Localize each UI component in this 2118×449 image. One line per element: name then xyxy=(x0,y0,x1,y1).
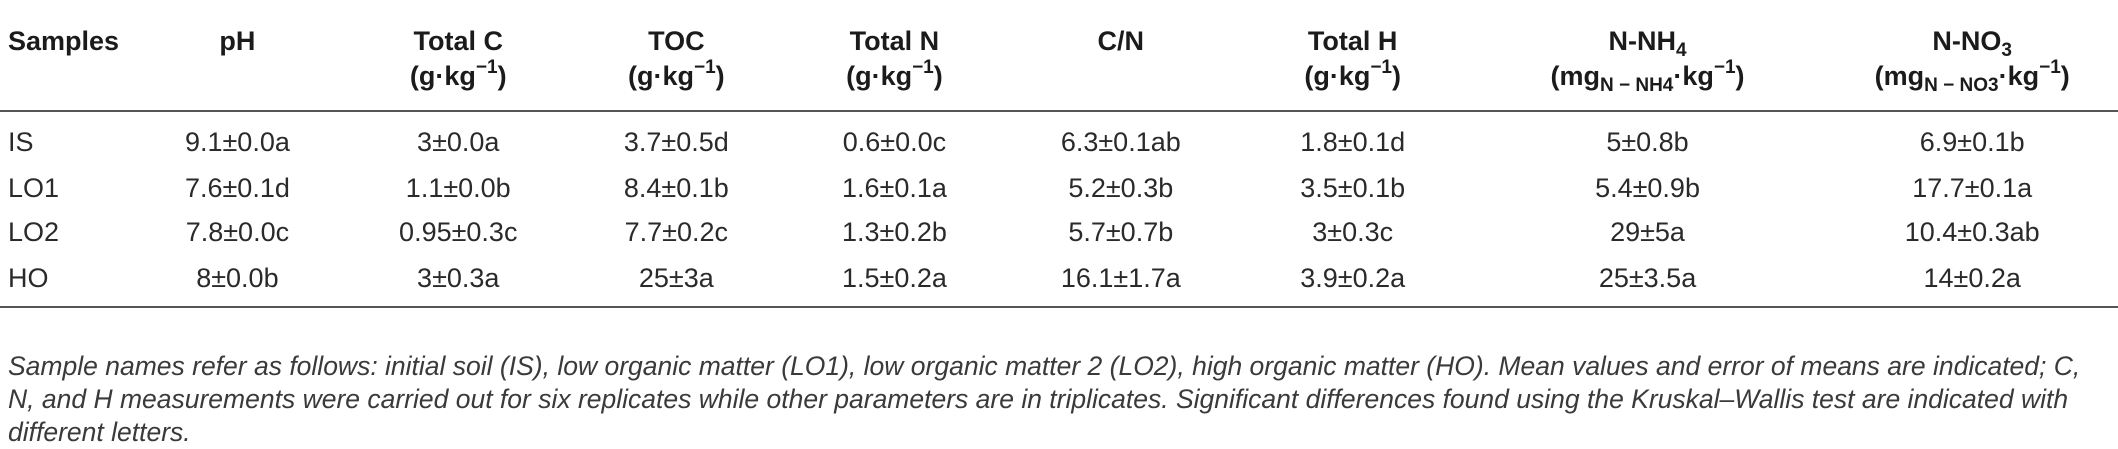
cell-n-no3: 6.9±0.1b xyxy=(1919,126,2025,157)
cell-total-c: 3±0.0a xyxy=(417,126,500,157)
cell-sample: LO2 xyxy=(8,216,60,247)
table-row: HO 8±0.0b 3±0.3a 25±3a 1.5±0.2a 16.1±1.7… xyxy=(0,254,2118,308)
cell-total-n: 0.6±0.0c xyxy=(842,126,947,157)
cell-toc: 25±3a xyxy=(568,254,784,308)
cell-sample: LO1 xyxy=(8,172,60,203)
header-total-n: Total N (g·kg−1) xyxy=(784,3,1005,112)
table-row: LO2 7.8±0.0c 0.95±0.3c 7.7±0.2c 1.3±0.2b… xyxy=(0,210,2118,254)
cell-total-c: 1.1±0.0b xyxy=(405,172,511,203)
cell-toc: 8.4±0.1b xyxy=(623,172,729,203)
cell-n-nh4: 5.4±0.9b xyxy=(1595,172,1700,203)
header-toc: TOC (g·kg−1) xyxy=(568,3,784,112)
cell-total-h: 1.8±0.1d xyxy=(1300,126,1406,157)
cell-total-c: 3±0.3a xyxy=(347,254,569,308)
cell-total-h: 3.9±0.2a xyxy=(1236,254,1469,308)
cell-n-no3: 14±0.2a xyxy=(1826,254,2118,308)
header-total-h: Total H (g·kg−1) xyxy=(1236,3,1469,112)
cell-toc: 3.7±0.5d xyxy=(623,126,729,157)
cell-total-n: 1.6±0.1a xyxy=(841,172,947,203)
cell-ph: 7.6±0.1d xyxy=(184,172,290,203)
cell-cn: 5.7±0.7b xyxy=(1068,216,1174,247)
cell-cn: 6.3±0.1ab xyxy=(1060,126,1181,157)
cell-total-n: 1.3±0.2b xyxy=(841,216,947,247)
cell-total-c: 0.95±0.3c xyxy=(399,216,518,247)
cell-ph: 7.8±0.0c xyxy=(185,216,290,247)
table-row: IS 9.1±0.0a 3±0.0a 3.7±0.5d 0.6±0.0c 6.3… xyxy=(0,111,2118,166)
header-row: Samples pH Total C (g·kg−1) TOC (g·kg−1)… xyxy=(0,3,2118,112)
soil-properties-table: Samples pH Total C (g·kg−1) TOC (g·kg−1)… xyxy=(0,3,2118,308)
header-n-nh4: N-NH4 (mgN − NH4·kg−1) xyxy=(1468,3,1827,112)
header-cn: C/N xyxy=(1004,3,1237,112)
cell-n-nh4: 25±3.5a xyxy=(1468,254,1827,308)
cell-cn: 16.1±1.7a xyxy=(1004,254,1237,308)
cell-n-no3: 10.4±0.3ab xyxy=(1904,216,2040,247)
table-caption: Sample names refer as follows: initial s… xyxy=(8,351,2081,447)
cell-sample: HO xyxy=(0,254,127,308)
cell-sample: IS xyxy=(8,126,34,157)
cell-ph: 9.1±0.0a xyxy=(184,126,290,157)
cell-toc: 7.7±0.2c xyxy=(624,216,729,247)
header-total-c: Total C (g·kg−1) xyxy=(347,3,569,112)
cell-total-h: 3±0.3c xyxy=(1312,216,1394,247)
header-samples: Samples xyxy=(0,3,127,112)
cell-n-nh4: 5±0.8b xyxy=(1606,126,1689,157)
cell-ph: 8±0.0b xyxy=(126,254,348,308)
header-n-no3: N-NO3 (mgN − NO3·kg−1) xyxy=(1826,3,2118,112)
cell-total-h: 3.5±0.1b xyxy=(1300,172,1406,203)
header-ph: pH xyxy=(126,3,348,112)
cell-total-n: 1.5±0.2a xyxy=(784,254,1005,308)
cell-n-nh4: 29±5a xyxy=(1610,216,1685,247)
cell-n-no3: 17.7±0.1a xyxy=(1912,172,2033,203)
table-row: LO1 7.6±0.1d 1.1±0.0b 8.4±0.1b 1.6±0.1a … xyxy=(0,166,2118,210)
cell-cn: 5.2±0.3b xyxy=(1068,172,1174,203)
